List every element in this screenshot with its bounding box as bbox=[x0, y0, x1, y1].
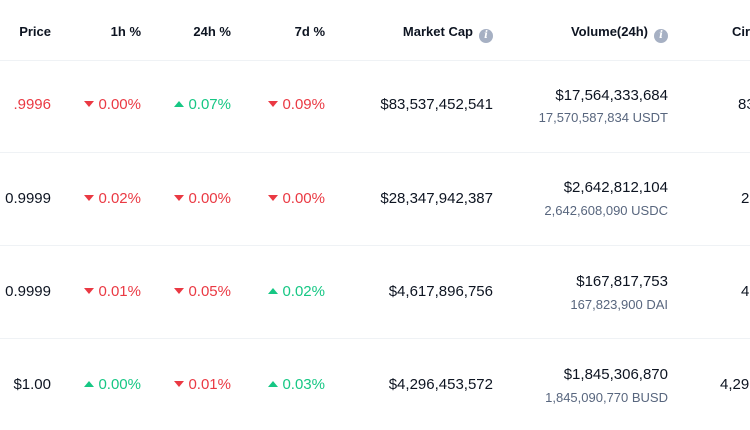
circulating-supply-value: 28,3 bbox=[741, 190, 750, 207]
change-24h: 0.05% bbox=[174, 282, 231, 302]
caret-up-icon bbox=[84, 381, 95, 387]
volume-value[interactable]: $2,642,812,104 bbox=[563, 179, 668, 196]
change-1h: 0.02% bbox=[84, 189, 141, 209]
column-header-market-cap[interactable]: Market Cap i bbox=[403, 24, 493, 43]
circulating-supply-value: 4,29 bbox=[720, 376, 750, 393]
table-row[interactable]: 0.9999 0.01% 0.05% 0.02% $4,617,896,756 … bbox=[0, 246, 750, 339]
change-24h: 0.01% bbox=[174, 375, 231, 395]
volume-value[interactable]: $17,564,333,684 bbox=[555, 87, 668, 104]
change-1h: 0.01% bbox=[84, 282, 141, 302]
info-icon[interactable]: i bbox=[479, 29, 493, 43]
circulating-supply-value: 83,56 bbox=[738, 96, 750, 113]
column-header-24h[interactable]: 24h % bbox=[193, 24, 231, 39]
table-row[interactable]: 0.9999 0.02% 0.00% 0.00% $28,347,942,387… bbox=[0, 153, 750, 246]
table-header: Price 1h % 24h % 7d % Market Cap i Volume… bbox=[0, 0, 750, 61]
table-row[interactable]: .9996 0.00% 0.07% 0.09% $83,537,452,541 … bbox=[0, 61, 750, 153]
column-header-7d[interactable]: 7d % bbox=[294, 24, 325, 39]
change-7d: 0.00% bbox=[268, 189, 325, 209]
volume-value[interactable]: $167,817,753 bbox=[576, 273, 668, 290]
market-cap-value: $83,537,452,541 bbox=[380, 96, 493, 113]
volume-native-value: 167,823,900 DAI bbox=[570, 297, 668, 312]
caret-down-icon bbox=[84, 288, 95, 294]
column-header-circulating-supply[interactable]: Cir bbox=[732, 24, 750, 39]
volume-native-value: 2,642,608,090 USDC bbox=[544, 203, 668, 218]
price-value: .9996 bbox=[13, 96, 51, 113]
price-value: 0.9999 bbox=[5, 190, 51, 207]
volume-label: Volume(24h) bbox=[570, 24, 648, 39]
change-1h: 0.00% bbox=[84, 95, 141, 115]
volume-native-value: 17,570,587,834 USDT bbox=[538, 110, 668, 125]
price-value: $1.00 bbox=[13, 376, 51, 393]
volume-native-value: 1,845,090,770 BUSD bbox=[545, 390, 668, 405]
caret-down-icon bbox=[174, 288, 185, 294]
info-icon[interactable]: i bbox=[654, 29, 668, 43]
market-cap-value: $4,296,453,572 bbox=[388, 376, 493, 393]
volume-value[interactable]: $1,845,306,870 bbox=[563, 366, 668, 383]
change-24h: 0.00% bbox=[174, 189, 231, 209]
table-row[interactable]: $1.00 0.00% 0.01% 0.03% $4,296,453,572 $… bbox=[0, 339, 750, 430]
circulating-supply-value: 4 bbox=[741, 283, 750, 300]
market-cap-value: $4,617,896,756 bbox=[388, 283, 493, 300]
change-24h: 0.07% bbox=[174, 95, 231, 115]
caret-down-icon bbox=[84, 101, 95, 107]
caret-down-icon bbox=[268, 195, 279, 201]
price-value: 0.9999 bbox=[5, 283, 51, 300]
caret-down-icon bbox=[174, 381, 185, 387]
change-1h: 0.00% bbox=[84, 375, 141, 395]
column-header-volume[interactable]: Volume(24h) i bbox=[571, 24, 668, 43]
caret-up-icon bbox=[268, 381, 279, 387]
caret-down-icon bbox=[174, 195, 185, 201]
market-cap-value: $28,347,942,387 bbox=[380, 190, 493, 207]
caret-up-icon bbox=[174, 101, 185, 107]
change-7d: 0.09% bbox=[268, 95, 325, 115]
caret-down-icon bbox=[84, 195, 95, 201]
market-cap-label: Market Cap bbox=[402, 24, 473, 39]
caret-down-icon bbox=[268, 101, 279, 107]
column-header-price[interactable]: Price bbox=[19, 24, 51, 39]
column-header-1h[interactable]: 1h % bbox=[110, 24, 141, 39]
caret-up-icon bbox=[268, 288, 279, 294]
change-7d: 0.02% bbox=[268, 282, 325, 302]
change-7d: 0.03% bbox=[268, 375, 325, 395]
